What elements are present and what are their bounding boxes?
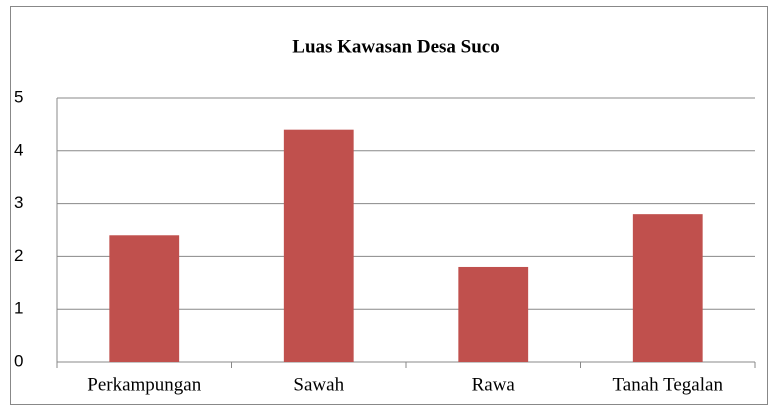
y-tick-label: 2: [14, 246, 23, 265]
x-tick-label: Tanah Tegalan: [613, 374, 724, 395]
y-tick-label: 1: [14, 299, 23, 318]
y-tick-label: 5: [14, 87, 23, 106]
x-tick-label: Rawa: [472, 374, 516, 395]
chart-title: Luas Kawasan Desa Suco: [292, 36, 499, 57]
x-tick-label: Sawah: [293, 374, 344, 395]
bar: [458, 266, 529, 362]
bar: [109, 235, 180, 362]
bar: [632, 214, 703, 362]
y-tick-label: 4: [14, 140, 23, 159]
x-tick-label: Perkampungan: [87, 374, 201, 395]
y-tick-label: 0: [14, 351, 23, 370]
bar: [283, 129, 354, 362]
y-tick-label: 3: [14, 193, 23, 212]
